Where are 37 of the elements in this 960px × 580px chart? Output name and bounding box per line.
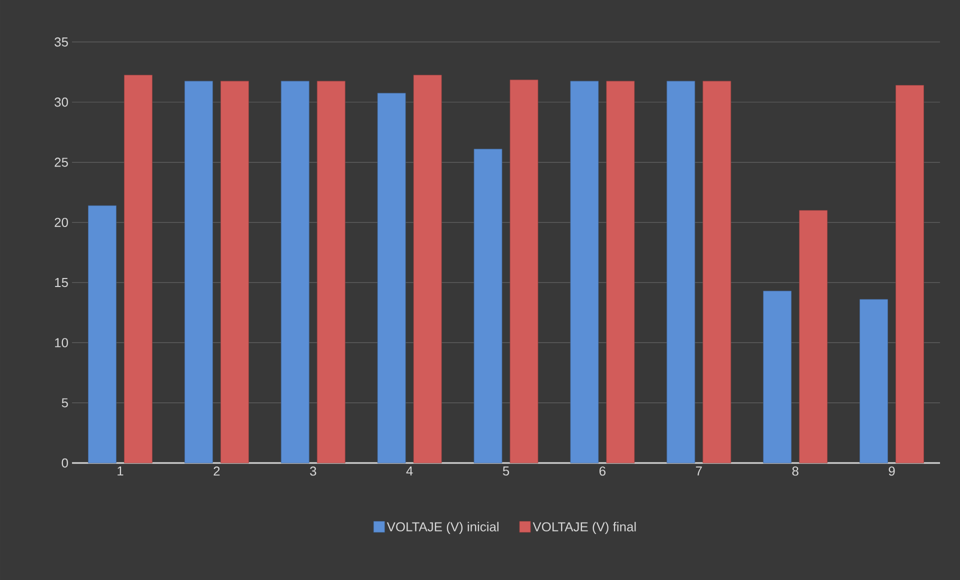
bar — [220, 80, 249, 464]
bar — [184, 80, 213, 464]
bar — [413, 74, 442, 464]
bar — [88, 205, 116, 464]
x-tick-label: 1 — [118, 466, 124, 476]
bar — [702, 80, 732, 464]
x-tick-label: 2 — [214, 466, 220, 476]
bar — [316, 80, 346, 464]
y-tick-label: 5 — [62, 398, 68, 408]
bar — [280, 80, 310, 464]
bar — [606, 80, 635, 464]
x-tick-label: 8 — [792, 466, 798, 476]
y-tick-label: 10 — [55, 338, 68, 348]
bar — [799, 210, 828, 464]
y-tick-label: 25 — [54, 158, 68, 167]
legend-label: VOLTAJE (V) inicial — [386, 522, 498, 534]
bar — [860, 299, 888, 464]
y-tick-label: 15 — [55, 278, 68, 288]
bar — [896, 85, 924, 464]
x-tick-label: 6 — [600, 466, 606, 476]
y-tick-label: 30 — [54, 98, 68, 107]
y-tick-label: 0 — [62, 458, 68, 468]
bar — [124, 74, 152, 464]
bar — [474, 148, 502, 464]
y-tick-label: 35 — [54, 37, 68, 47]
bar — [763, 290, 792, 464]
bar — [510, 80, 538, 464]
x-tick-label: 7 — [696, 466, 702, 476]
legend-label: VOLTAJE (V) final — [532, 522, 636, 534]
x-tick-label: 3 — [310, 466, 316, 476]
bar — [666, 80, 696, 464]
bar — [570, 80, 599, 464]
x-tick-label: 4 — [406, 466, 413, 476]
bar — [377, 92, 406, 464]
x-tick-label: 9 — [888, 466, 895, 476]
y-tick-label: 20 — [54, 218, 68, 227]
x-tick-label: 5 — [502, 466, 510, 476]
